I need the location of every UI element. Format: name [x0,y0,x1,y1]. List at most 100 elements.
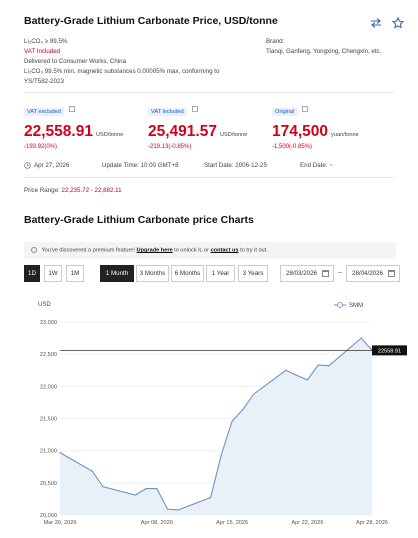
data-point [231,420,233,422]
price-date: Apr 27, 2026 [34,162,70,169]
price-unit: USD/tonne [219,132,248,138]
chart-controls: 1D 1W 1M 1 Month 3 Months 6 Months 1 Yea… [24,265,400,283]
price-change: -219.13(-0.85%) [148,144,192,150]
price-panel: VAT excluded 22,558.91 USD/tonne -193.92(… [24,100,396,150]
calendar-icon [388,270,395,277]
price-value: 25,491.57 [148,123,217,140]
price-range-label: Price Range: [24,187,60,194]
brand-label: Brand: [266,38,285,45]
premium-notice: You've discovered a premium feature! Upg… [24,242,396,259]
series-line [59,337,373,511]
span-1-month-button[interactable]: 1 Month [100,265,134,282]
data-point [285,369,287,371]
date-to-value: 28/04/2026 [352,270,383,277]
x-tick-label: Apr 28, 2026 [356,520,388,526]
data-point [145,488,147,490]
y-tick-label: 20,000 [40,513,57,519]
price-original: Original 174,500 yuan/tonne -1,500(-0.85%… [272,100,396,150]
spec-purity: Li₂CO₃ ≥ 99.5% [24,38,68,45]
y-tick-label: 22,000 [40,384,57,390]
start-date: Start Date: 2006-12-25 [204,162,267,169]
y-tick-label: 21,500 [40,417,57,423]
section-title: Battery-Grade Lithium Carbonate price Ch… [24,214,254,226]
data-point [328,365,330,367]
price-value: 22,558.91 [24,123,93,140]
y-tick-label: 22,500 [40,352,57,358]
span-3-years-button[interactable]: 3 Years [238,265,268,282]
info-icon[interactable] [191,105,198,112]
data-point [242,408,244,411]
data-point [177,509,179,511]
spec-delivery: Delivered to Consumer Works, China [24,58,127,65]
info-circle-icon [31,247,37,253]
price-badge: VAT Included [148,108,187,116]
info-icon[interactable] [68,105,75,112]
data-point [102,486,104,488]
spec-vat: VAT Included [24,48,61,55]
star-outline-icon[interactable] [391,16,405,29]
period-1d-button[interactable]: 1D [24,265,40,282]
spec-standard-code: YS/T582-2023 [24,78,64,85]
price-chart-svg: USD 20,000 20,500 21,000 21,500 22,000 22,500 2… [38,302,407,526]
upgrade-link[interactable]: Upgrade here [136,247,173,254]
y-tick-label: 23,000 [40,320,57,326]
legend-label: SMM [349,303,363,309]
x-tick-label: Mar 30, 2026 [44,520,77,526]
y-tick-label: 20,500 [40,481,57,487]
span-1-year-button[interactable]: 1 Year [206,265,235,282]
price-unit: USD/tonne [95,132,124,138]
data-point [156,488,158,490]
data-point [210,497,212,499]
product-specs: Li₂CO₃ ≥ 99.5% VAT Included Delivered to… [24,37,264,87]
period-1m-button[interactable]: 1M [66,265,84,282]
price-badge: VAT excluded [24,108,64,116]
price-change: -193.92(0%) [24,144,58,150]
price-change: -1,500(-0.85%) [272,144,313,150]
page-title: Battery-Grade Lithium Carbonate Price, U… [24,15,278,27]
price-range-value: 22,235.72 - 22,882.11 [61,187,122,194]
info-icon[interactable] [302,105,309,112]
span-6-months-button[interactable]: 6 Months [171,265,204,282]
brand-value: Tianqi, Ganfeng, Yongxing, Chengxin, etc… [266,48,382,55]
data-point [296,374,298,376]
data-point [306,379,309,381]
date-from-input[interactable]: 28/03/2026 [280,265,334,282]
swap-arrows-icon[interactable] [370,16,382,28]
contact-us-link[interactable]: contact us [210,247,239,254]
last-value-label: 22558.91 [378,348,401,354]
span-3-months-button[interactable]: 3 Months [136,265,169,282]
price-chart: USD 20,000 20,500 21,000 21,500 22,000 22,500 2… [0,290,418,538]
date-to-input[interactable]: 28/04/2026 [346,265,400,282]
brand-info: Brand: Tianqi, Ganfeng, Yongxing, Chengx… [266,37,396,57]
calendar-icon [322,270,329,277]
price-unit: yuan/tonne [331,132,359,138]
data-point [166,508,169,510]
x-tick-label: Apr 15, 2026 [216,520,248,526]
divider [24,177,394,178]
notice-prefix: You've discovered a premium feature! [41,247,135,254]
data-point [59,451,61,454]
spec-standard: Li₂CO₃ 99.5% min, magnetic substances 0.… [24,68,220,75]
data-point [360,337,362,339]
price-range: Price Range: 22,235.72 - 22,882.11 [24,187,122,194]
data-point [317,364,319,366]
notice-suffix: to try it out. [240,247,268,254]
data-point [134,494,136,496]
price-vat-excluded: VAT excluded 22,558.91 USD/tonne -193.92(… [24,100,148,150]
date-separator: ~ [338,270,343,277]
notice-middle: to unlock it, or [174,247,209,254]
clock-icon [24,162,31,171]
last-value-box [372,345,407,356]
data-point [91,470,93,472]
y-axis-label: USD [38,302,51,308]
price-vat-included: VAT Included 25,491.57 USD/tonne -219.13(… [148,100,272,150]
update-time: Update Time: 10:00 GMT+8 [102,162,179,169]
x-tick-label: Apr 08, 2026 [141,520,173,526]
price-badge: Original [272,108,298,116]
period-1w-button[interactable]: 1W [44,265,62,282]
data-point [220,453,222,456]
legend-swatch-marker [337,302,343,308]
x-tick-label: Apr 22, 2026 [291,520,323,526]
data-point [253,393,255,395]
series-area [60,338,372,515]
